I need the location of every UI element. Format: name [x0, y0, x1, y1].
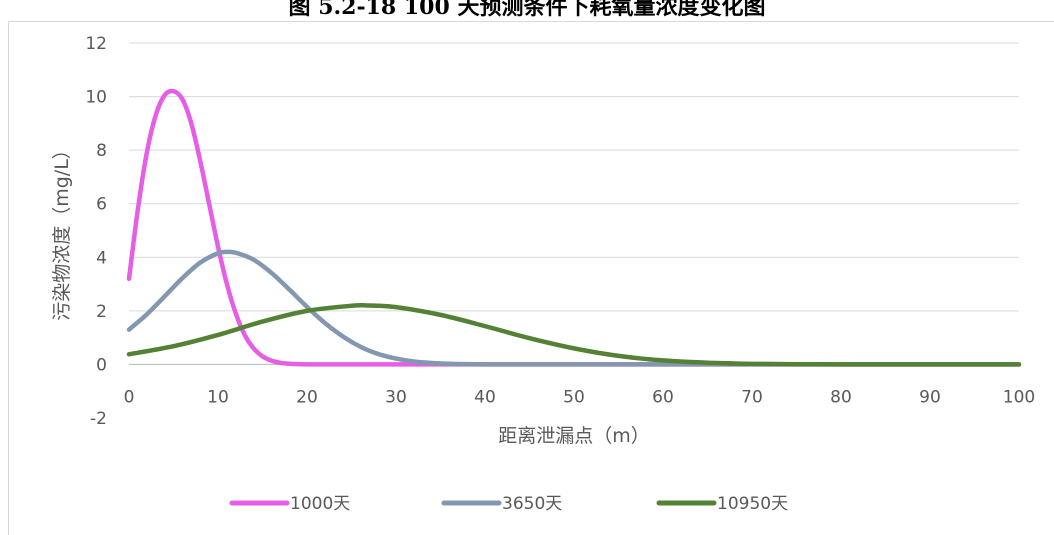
- x-tick-label: 70: [741, 387, 763, 407]
- series-lines: [126, 88, 1022, 367]
- x-tick-label: 20: [296, 387, 318, 407]
- series-line-1: [126, 88, 1022, 367]
- y-tick-label: 2: [96, 302, 107, 322]
- x-tick-label: 40: [474, 387, 496, 407]
- gridlines: [129, 42, 1019, 312]
- x-tick-label: 10: [207, 387, 229, 407]
- x-tick-label: 30: [385, 387, 407, 407]
- x-tick-label: 80: [830, 387, 852, 407]
- x-tick-label: 90: [919, 387, 941, 407]
- legend-label-1: 1000天: [290, 494, 350, 514]
- x-tick-label: 100: [1003, 387, 1035, 407]
- series-line-2: [126, 249, 1022, 367]
- tick-labels: -2 0 2 4 6 8 10 12 0 10 20 30 40 50 60 70 80 90 100: [85, 34, 1035, 429]
- y-tick-label: 10: [85, 88, 107, 108]
- y-axis-title: 污染物浓度（mg/L）: [51, 140, 73, 321]
- x-tick-label: 0: [124, 387, 135, 407]
- page-title: 图 5.2-18 100 天预测条件下耗氧量浓度变化图: [288, 0, 766, 20]
- y-tick-label: 8: [96, 141, 107, 161]
- legend: 1000天 3650天 10950天: [229, 494, 788, 514]
- legend-label-2: 3650天: [502, 494, 562, 514]
- y-tick-label: 4: [96, 248, 107, 268]
- x-tick-label: 50: [563, 387, 585, 407]
- series-line-3: [126, 302, 1022, 367]
- y-tick-label: 6: [96, 195, 107, 215]
- y-tick-label: -2: [90, 409, 107, 429]
- x-axis-title: 距离泄漏点（m）: [498, 425, 650, 447]
- chart-frame: [8, 21, 1054, 535]
- y-tick-label: 0: [96, 355, 107, 375]
- y-tick-label: 12: [85, 34, 107, 54]
- legend-label-3: 10950天: [717, 494, 788, 514]
- x-tick-label: 60: [652, 387, 674, 407]
